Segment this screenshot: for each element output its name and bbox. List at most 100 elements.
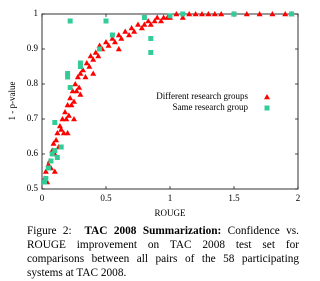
- triangle-point: [92, 49, 99, 55]
- square-point: [148, 36, 154, 41]
- square-point: [103, 18, 109, 24]
- square-point: [148, 50, 154, 55]
- triangle-point: [60, 130, 67, 136]
- y-tick-label: 0.5: [27, 183, 39, 193]
- triangle-point: [154, 14, 161, 20]
- x-tick-label: 0: [40, 193, 45, 203]
- triangle-point: [51, 168, 58, 174]
- triangle-point: [83, 60, 90, 66]
- caption: Figure 2: TAC 2008 Summarization: Confid…: [27, 224, 299, 280]
- triangle-point: [135, 21, 141, 27]
- triangle-point: [74, 74, 81, 80]
- triangle-point: [243, 11, 250, 17]
- legend-label: Different research groups: [156, 91, 248, 101]
- square-point: [77, 64, 83, 69]
- square-point: [264, 105, 270, 111]
- triangle-point: [186, 11, 193, 17]
- triangle-point: [205, 11, 212, 17]
- triangle-point: [122, 28, 129, 34]
- triangle-point: [128, 25, 135, 31]
- square-point: [48, 158, 54, 164]
- triangle-point: [96, 42, 103, 48]
- triangle-point: [58, 126, 65, 132]
- y-tick-label: 0.7: [27, 113, 39, 123]
- triangle-point: [72, 81, 79, 87]
- triangle-point: [192, 11, 199, 17]
- triangle-point: [147, 21, 154, 27]
- triangle-point: [95, 53, 102, 59]
- triangle-point: [115, 32, 122, 38]
- triangle-point: [56, 123, 63, 129]
- triangle-point: [63, 116, 70, 122]
- triangle-point: [256, 11, 263, 17]
- caption-text: Confidence vs. ROUGE improvement on TAC …: [27, 225, 299, 279]
- triangle-point: [87, 53, 94, 59]
- x-axis-label: ROUGE: [155, 208, 187, 218]
- x-tick-label: 2: [296, 193, 301, 203]
- triangle-point: [82, 74, 89, 80]
- triangle-point: [138, 25, 145, 31]
- square-point: [77, 60, 83, 66]
- triangle-point: [199, 11, 205, 17]
- triangle-point: [145, 18, 152, 24]
- triangle-point: [64, 130, 71, 136]
- triangle-point: [109, 35, 116, 41]
- square-point: [67, 18, 73, 24]
- square-point: [231, 11, 237, 17]
- triangle-point: [71, 98, 77, 104]
- square-point: [141, 15, 147, 20]
- triangle-point: [141, 21, 148, 27]
- square-point: [109, 32, 115, 38]
- square-point: [180, 11, 186, 17]
- triangle-point: [131, 28, 138, 34]
- triangle-point: [62, 109, 69, 115]
- triangle-point: [67, 95, 74, 101]
- square-point: [65, 74, 71, 80]
- triangle-point: [45, 161, 52, 167]
- y-axis-label: 1 - p-value: [7, 82, 17, 121]
- y-tick-label: 0.9: [27, 43, 39, 53]
- y-tick-label: 0.8: [27, 78, 39, 88]
- caption-title: TAC 2008 Summarization:: [84, 225, 222, 237]
- triangle-point: [69, 88, 76, 94]
- triangle-point: [90, 56, 97, 62]
- square-point: [167, 13, 173, 19]
- triangle-point: [76, 84, 83, 90]
- triangle-point: [211, 11, 218, 17]
- triangle-point: [115, 46, 122, 52]
- triangle-point: [151, 18, 158, 24]
- y-tick-label: 1: [34, 8, 39, 18]
- triangle-point: [179, 14, 186, 20]
- triangle-point: [111, 39, 118, 45]
- triangle-point: [42, 168, 49, 174]
- triangle-point: [126, 32, 133, 38]
- square-point: [97, 46, 103, 52]
- triangle-point: [173, 11, 180, 17]
- triangle-point: [59, 116, 66, 122]
- triangle-point: [77, 91, 84, 97]
- triangle-point: [105, 42, 112, 48]
- square-point: [54, 155, 60, 160]
- x-tick-label: 1: [168, 193, 173, 203]
- triangle-point: [73, 88, 80, 94]
- triangle-point: [90, 70, 97, 76]
- triangle-point: [71, 116, 77, 122]
- triangle-point: [65, 112, 72, 118]
- square-point: [65, 71, 71, 76]
- triangle-point: [118, 35, 125, 41]
- square-point: [42, 179, 48, 185]
- triangle-point: [86, 63, 93, 69]
- triangle-point: [54, 130, 61, 136]
- x-tick-label: 1.5: [228, 193, 240, 203]
- caption-label: Figure 2:: [27, 225, 72, 237]
- square-point: [289, 11, 295, 17]
- triangle-point: [77, 70, 84, 76]
- triangle-point: [64, 102, 71, 108]
- triangle-point: [50, 140, 57, 146]
- triangle-point: [269, 11, 276, 17]
- triangle-point: [158, 18, 165, 24]
- square-point: [52, 120, 58, 125]
- x-tick-label: 0.5: [100, 193, 112, 203]
